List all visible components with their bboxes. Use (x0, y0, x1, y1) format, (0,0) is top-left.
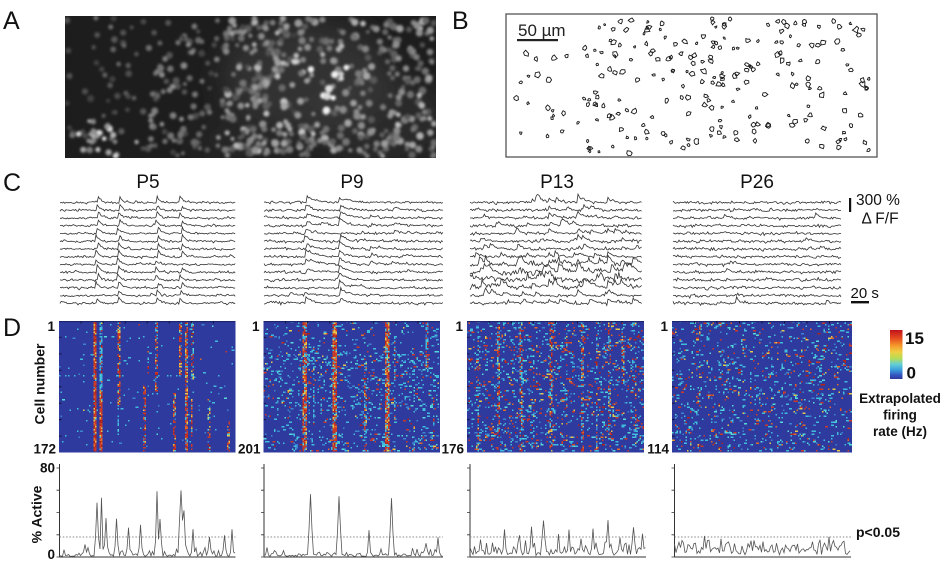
svg-text:114: 114 (647, 442, 669, 457)
svg-text:P5: P5 (136, 172, 159, 193)
svg-text:201: 201 (238, 442, 261, 457)
svg-text:Δ F/F: Δ F/F (862, 211, 899, 228)
svg-text:P13: P13 (540, 172, 574, 193)
svg-text:A: A (3, 7, 20, 35)
svg-text:% Active: % Active (29, 485, 45, 543)
svg-text:0: 0 (907, 364, 916, 383)
svg-text:172: 172 (33, 442, 56, 457)
svg-text:1: 1 (47, 319, 55, 334)
svg-text:firing: firing (883, 408, 917, 423)
svg-text:Cell number: Cell number (32, 343, 48, 424)
svg-text:C: C (3, 169, 21, 197)
svg-text:0: 0 (47, 547, 55, 562)
svg-text:1: 1 (252, 319, 260, 334)
svg-text:20 s: 20 s (851, 285, 879, 302)
svg-text:300 %: 300 % (856, 192, 900, 209)
svg-text:1: 1 (660, 319, 668, 334)
svg-text:15: 15 (905, 329, 924, 348)
svg-text:80: 80 (40, 461, 55, 476)
svg-text:P26: P26 (740, 172, 774, 193)
svg-text:D: D (3, 314, 21, 342)
svg-text:rate (Hz): rate (Hz) (873, 424, 927, 439)
svg-text:B: B (452, 7, 469, 35)
svg-text:50 µm: 50 µm (518, 21, 566, 40)
svg-text:176: 176 (441, 442, 464, 457)
svg-text:Extrapolated: Extrapolated (859, 391, 941, 406)
svg-text:p<0.05: p<0.05 (856, 524, 900, 540)
svg-text:1: 1 (455, 319, 463, 334)
svg-text:P9: P9 (340, 172, 363, 193)
